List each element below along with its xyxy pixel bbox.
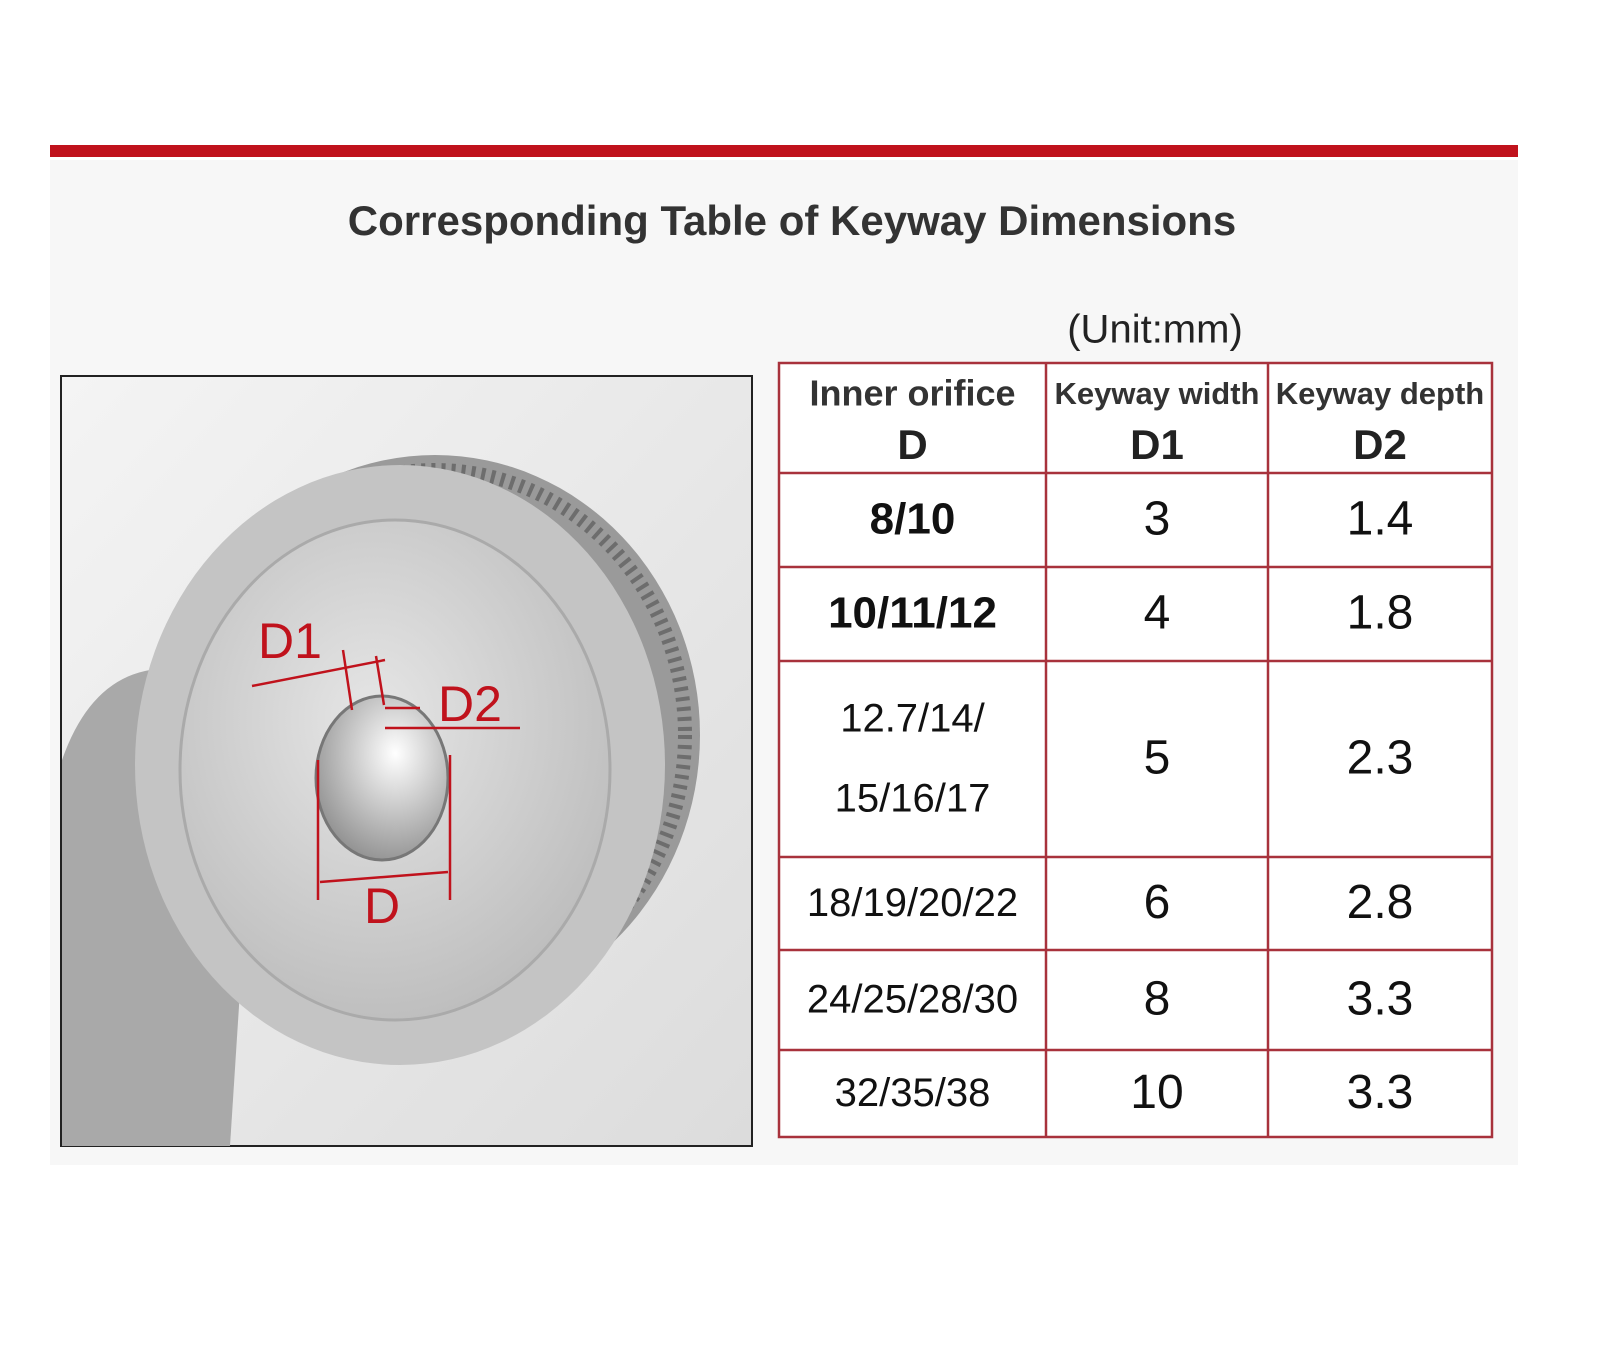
- cell: 2.8: [1347, 876, 1414, 929]
- label-d: D: [364, 878, 400, 934]
- cell: 1.4: [1347, 493, 1414, 546]
- table-border: [777, 361, 1494, 1139]
- red-rule: [50, 145, 1518, 157]
- cell: 10: [1130, 1066, 1183, 1119]
- header-label: Inner orifice: [809, 373, 1015, 414]
- cell: 3.3: [1347, 1066, 1414, 1119]
- cell: 24/25/28/30: [807, 978, 1018, 1022]
- header-label: Keyway depth: [1276, 376, 1484, 411]
- label-d2: D2: [438, 676, 502, 732]
- keyway-table: Inner orifice D Keyway width D1 Keyway depth…: [777, 361, 1494, 1139]
- cell: 5: [1144, 732, 1171, 785]
- header-symbol: D: [897, 421, 927, 468]
- unit: (Unit:mm): [1067, 308, 1243, 352]
- header-symbol: D2: [1353, 421, 1407, 468]
- cell: 3: [1144, 493, 1171, 546]
- pulley-photo: D1 D2 D: [60, 375, 753, 1147]
- cell: 2.3: [1347, 732, 1414, 785]
- header-label: Keyway width: [1055, 376, 1260, 411]
- label-d1: D1: [258, 613, 322, 669]
- cell: 18/19/20/22: [807, 881, 1018, 925]
- cell: 10/11/12: [828, 589, 997, 638]
- cell: 3.3: [1347, 973, 1414, 1026]
- cell: 8: [1144, 973, 1171, 1026]
- cell: 32/35/38: [835, 1071, 991, 1115]
- cell: 4: [1144, 587, 1171, 640]
- title: Corresponding Table of Keyway Dimensions: [348, 197, 1236, 244]
- cell-line: 15/16/17: [835, 777, 991, 821]
- cell: 1.8: [1347, 587, 1414, 640]
- cell: 8/10: [870, 495, 956, 544]
- cell-line: 12.7/14/: [840, 697, 985, 741]
- header-symbol: D1: [1130, 421, 1184, 468]
- cell: 6: [1144, 876, 1171, 929]
